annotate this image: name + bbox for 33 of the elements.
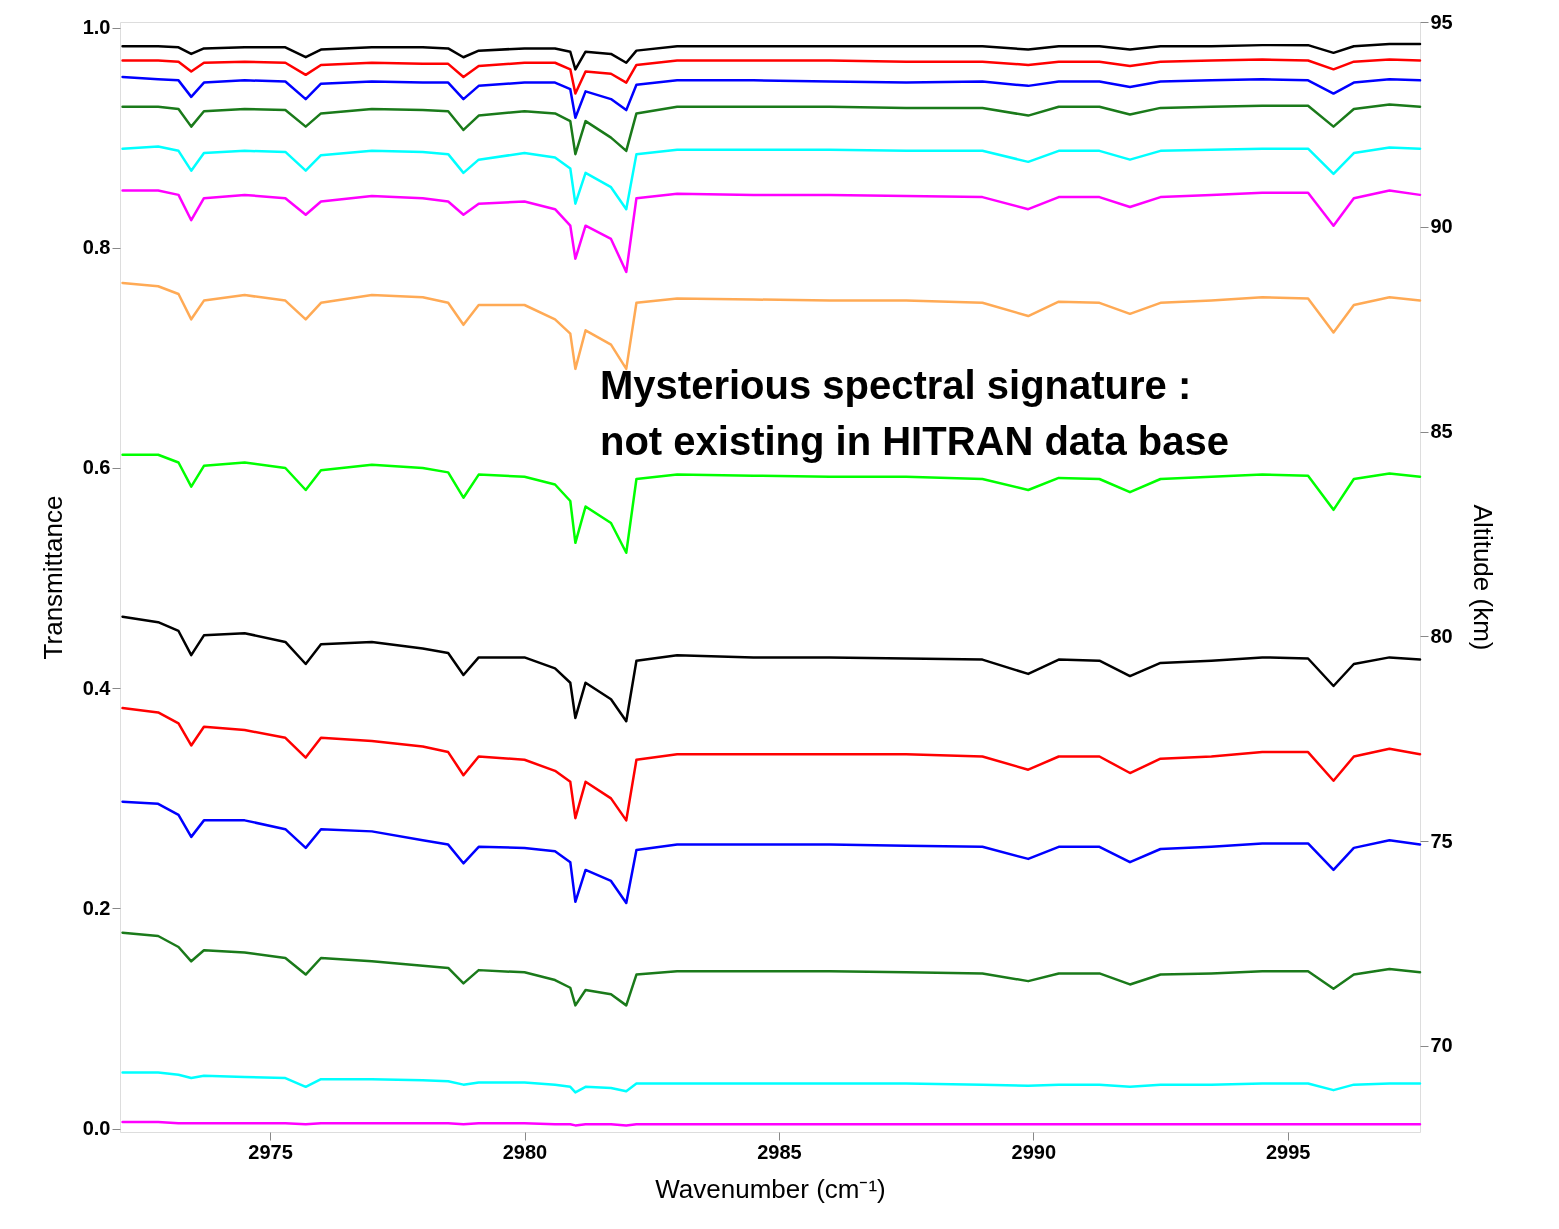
x-tick-label: 2990 xyxy=(1011,1140,1057,1163)
line-series xyxy=(121,281,1422,371)
line-series xyxy=(121,42,1422,71)
y-tick-label: 1.0 xyxy=(82,16,111,39)
y2-tick-label: 70 xyxy=(1430,1034,1453,1057)
y-tick-label: 0.0 xyxy=(82,1117,111,1140)
y2-axis-title: Altitude (km) xyxy=(1467,504,1498,651)
line-series xyxy=(121,189,1422,274)
x-tick-label: 2985 xyxy=(757,1140,802,1163)
annotation: Mysterious spectral signature : not existing in HITRAN data base xyxy=(600,363,1229,463)
line-series xyxy=(121,75,1422,120)
y-tick-label: 0.8 xyxy=(82,236,111,259)
line-series xyxy=(121,145,1422,211)
x-axis-title: Wavenumber (cm⁻¹) xyxy=(655,1173,886,1204)
y2-tick-label: 95 xyxy=(1430,10,1453,33)
line-series xyxy=(121,931,1422,1007)
y-tick-label: 0.2 xyxy=(82,896,111,919)
x-tick-label: 2975 xyxy=(248,1140,293,1163)
y2-tick-label: 90 xyxy=(1430,215,1453,238)
x-tick-label: 2980 xyxy=(502,1140,548,1163)
line-series xyxy=(121,103,1422,156)
line-series xyxy=(121,706,1422,822)
x-tick-label: 2995 xyxy=(1265,1140,1311,1163)
y-tick-label: 0.4 xyxy=(82,676,112,699)
line-series xyxy=(121,1071,1422,1094)
line-series xyxy=(121,58,1422,95)
y2-tick-label: 75 xyxy=(1430,829,1453,852)
line-series xyxy=(121,615,1422,723)
y-axis-title: Transmittance xyxy=(37,495,68,660)
y2-tick-label: 80 xyxy=(1430,624,1453,647)
y2-tick-label: 85 xyxy=(1430,420,1453,443)
line-series xyxy=(121,800,1422,905)
y-tick-label: 0.6 xyxy=(82,456,111,479)
